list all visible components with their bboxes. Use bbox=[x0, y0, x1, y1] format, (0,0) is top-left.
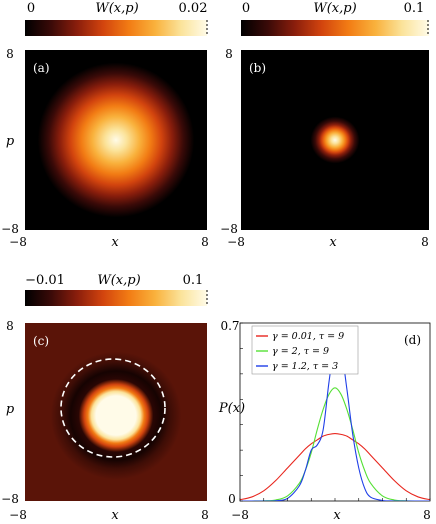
panel-d: γ = 0.01, τ = 9 γ = 2, τ = 9 γ = 1.2, τ … bbox=[218, 319, 431, 523]
heatmap-b bbox=[241, 50, 429, 230]
legend-box bbox=[251, 325, 359, 375]
colorbar-b-title: W(x,p) bbox=[313, 1, 356, 16]
colorbar-a bbox=[25, 20, 207, 36]
y-label-c: p bbox=[6, 402, 15, 417]
y-label-a: p bbox=[6, 134, 15, 149]
panel-label-a: (a) bbox=[33, 61, 50, 75]
axis-ticks-d bbox=[239, 322, 431, 502]
panel-label-b: (b) bbox=[249, 61, 266, 75]
legend-entry-0: γ = 0.01, τ = 9 bbox=[272, 331, 344, 342]
panel-a: 0 W(x,p) 0.02 (a) 8 −8 p −8 8 x bbox=[1, 1, 209, 250]
colorbar-a-min-label: 0 bbox=[27, 1, 35, 16]
heatmap-c bbox=[25, 323, 207, 501]
x-tick-c-right: 8 bbox=[201, 508, 209, 522]
colorbar-c-max-label: 0.1 bbox=[183, 273, 204, 288]
x-label-a: x bbox=[111, 235, 119, 250]
y-tick-b-top: 8 bbox=[225, 47, 233, 61]
colorbar-b bbox=[241, 20, 429, 36]
y-tick-c-bottom: −8 bbox=[1, 492, 19, 506]
series-line-0 bbox=[240, 433, 430, 501]
colorbar-a-title: W(x,p) bbox=[95, 1, 138, 16]
panel-b: 0 W(x,p) 0.1 (b) 8 −8 −8 8 x bbox=[220, 1, 429, 250]
x-tick-b-left: −8 bbox=[227, 235, 245, 249]
legend-entry-2: γ = 1.2, τ = 3 bbox=[272, 361, 338, 372]
y-label-d: P(x) bbox=[218, 401, 245, 416]
x-tick-d-left: −8 bbox=[231, 508, 249, 522]
y-tick-a-bottom: −8 bbox=[1, 222, 19, 236]
x-label-c: x bbox=[111, 508, 119, 523]
dashed-circle bbox=[60, 358, 166, 458]
x-tick-a-left: −8 bbox=[9, 235, 27, 249]
y-tick-b-bottom: −8 bbox=[220, 222, 238, 236]
x-tick-b-right: 8 bbox=[421, 235, 429, 249]
panel-label-c: (c) bbox=[33, 334, 49, 348]
y-tick-d-bottom: 0 bbox=[228, 492, 236, 506]
legend-entry-1: γ = 2, τ = 9 bbox=[272, 346, 329, 357]
y-tick-d-top: 0.7 bbox=[220, 319, 239, 333]
panel-label-d: (d) bbox=[404, 333, 421, 347]
colorbar-c-min-label: −0.01 bbox=[25, 273, 65, 288]
x-tick-a-right: 8 bbox=[201, 235, 209, 249]
panel-c: −0.01 W(x,p) 0.1 (c) 8 −8 p −8 8 x bbox=[1, 273, 209, 523]
x-label-d: x bbox=[333, 508, 341, 523]
series-line-1 bbox=[240, 387, 430, 501]
colorbar-c bbox=[25, 290, 207, 306]
colorbar-b-min-label: 0 bbox=[242, 1, 250, 16]
legend: γ = 0.01, τ = 9 γ = 2, τ = 9 γ = 1.2, τ … bbox=[251, 325, 359, 375]
colorbar-b-max-label: 0.1 bbox=[404, 1, 425, 16]
x-tick-c-left: −8 bbox=[9, 508, 27, 522]
heatmap-a bbox=[25, 50, 207, 230]
x-tick-d-right: 8 bbox=[423, 508, 431, 522]
x-label-b: x bbox=[329, 235, 337, 250]
y-tick-c-top: 8 bbox=[6, 319, 14, 333]
colorbar-c-title: W(x,p) bbox=[97, 273, 140, 288]
y-tick-a-top: 8 bbox=[6, 47, 14, 61]
colorbar-a-max-label: 0.02 bbox=[179, 1, 208, 16]
